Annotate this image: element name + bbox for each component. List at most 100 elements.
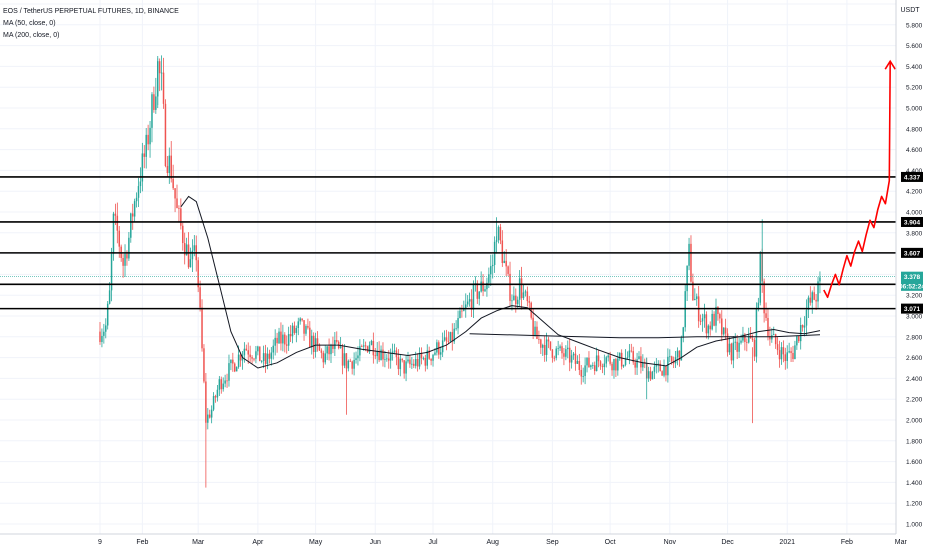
candle-body [403, 360, 405, 374]
candle-body [436, 342, 438, 353]
candle-body [786, 352, 788, 361]
candle-body [228, 363, 230, 381]
candle-body [757, 302, 760, 309]
chart-legend: EOS / TetherUS PERPETUAL FUTURES, 1D, BI… [3, 6, 179, 42]
candle-body [380, 349, 382, 361]
candle-body [578, 360, 581, 370]
candle-body [490, 266, 492, 275]
candle-body [759, 252, 762, 303]
candle-body [388, 358, 390, 361]
candle-body [638, 356, 640, 360]
candle-body [555, 348, 557, 359]
candle-body [257, 346, 259, 352]
time-tick-label: Dec [721, 539, 734, 546]
candle-body [534, 326, 536, 336]
candle-body [703, 314, 706, 319]
symbol-title[interactable]: EOS / TetherUS PERPETUAL FUTURES, 1D, BI… [3, 8, 179, 15]
candle-body [647, 371, 650, 379]
candles [99, 55, 821, 488]
time-tick-label: 2021 [779, 539, 795, 546]
candle-body [153, 94, 155, 110]
candle-body [207, 414, 209, 423]
candle-body [463, 308, 465, 311]
candle-body [328, 346, 330, 355]
candle-body [711, 313, 713, 330]
candle-body [128, 237, 130, 259]
candle-body [268, 353, 271, 359]
candle-body [422, 357, 425, 359]
candle-body [628, 350, 631, 358]
candle-body [796, 336, 798, 346]
candle-body [549, 341, 552, 350]
candle-body [557, 348, 559, 350]
candle-body [309, 327, 311, 348]
candle-body [815, 299, 817, 302]
candle-body [301, 318, 303, 321]
candle-body [101, 335, 103, 342]
candle-body [285, 344, 288, 346]
candle-body [657, 363, 659, 365]
candle-body [316, 338, 319, 345]
last-price-label: 3.378 [904, 274, 921, 281]
candle-body [774, 334, 777, 345]
candle-body [270, 352, 273, 359]
candle-body [374, 355, 377, 357]
candle-body [399, 358, 402, 370]
price-tick-label: 5.000 [906, 106, 923, 113]
candle-body [289, 334, 292, 337]
projection-path [823, 61, 891, 299]
candle-body [224, 380, 226, 384]
candle-body [420, 352, 423, 359]
candle-body [297, 321, 300, 329]
candle-body [769, 336, 771, 340]
candle-body [590, 365, 592, 368]
candle-body [622, 364, 625, 367]
candle-body [362, 345, 365, 347]
projection-arrowhead [884, 59, 896, 70]
candle-body [135, 197, 138, 202]
candle-body [605, 357, 608, 364]
candle-body [561, 346, 563, 354]
candle-body [513, 295, 515, 301]
candle-body [586, 357, 588, 366]
time-tick-label: Sep [546, 539, 559, 546]
candle-body [701, 318, 704, 322]
price-tick-label: 5.600 [906, 43, 923, 50]
candle-body [368, 344, 371, 353]
level-label: 3.071 [904, 306, 921, 313]
candle-body [576, 360, 579, 364]
candle-body [147, 134, 149, 145]
candle-body [449, 332, 452, 342]
candle-body [738, 342, 740, 352]
price-axis: USDT 5.800 5.600 5.400 5.200 5.000 4.800 4.600 4… [895, 0, 932, 550]
candle-body [530, 302, 532, 318]
candle-body [572, 353, 575, 356]
candle-body [259, 346, 261, 362]
ma200-legend[interactable]: MA (200, close, 0) [3, 32, 60, 39]
candle-body [620, 352, 623, 367]
candle-body [372, 340, 375, 356]
candle-body [359, 346, 361, 356]
ma50-legend[interactable]: MA (50, close, 0) [3, 20, 56, 27]
candle-body [168, 155, 171, 173]
candle-body [141, 153, 144, 182]
candle-body [239, 354, 242, 361]
candle-body [565, 349, 567, 357]
candle-body [507, 266, 509, 274]
candle-body [543, 345, 546, 355]
candle-body [105, 325, 107, 332]
candle-body [465, 304, 467, 309]
candle-body [162, 72, 165, 104]
candle-body [287, 334, 290, 346]
candle-body [130, 213, 132, 238]
candle-body [678, 350, 681, 361]
candle-body [324, 353, 326, 363]
candle-body [794, 345, 796, 359]
candle-body [470, 299, 473, 310]
time-tick-label: Feb [136, 539, 148, 546]
candle-body [603, 363, 606, 368]
time-tick-label: 9 [98, 539, 102, 546]
candle-body [112, 213, 115, 255]
candle-body [428, 350, 430, 359]
